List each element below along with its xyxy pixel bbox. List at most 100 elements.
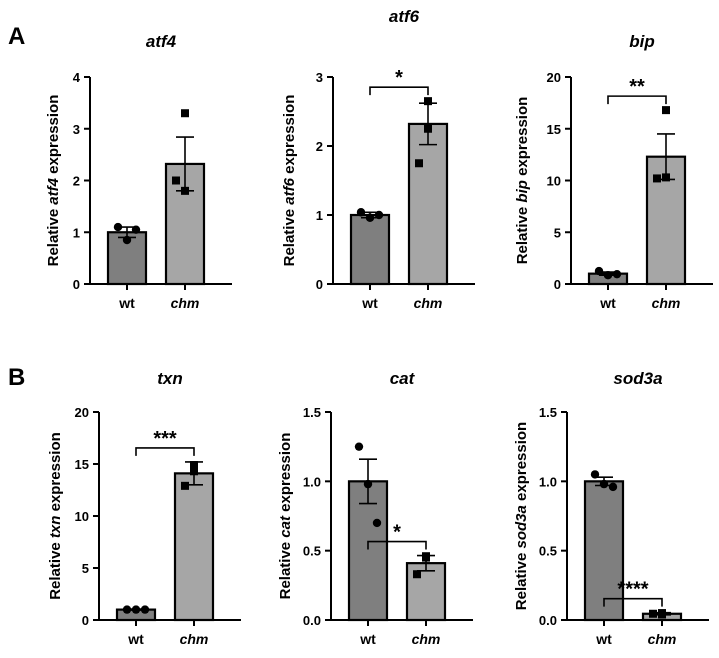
x-tick-label-chm: chm bbox=[412, 631, 441, 647]
data-point-chm bbox=[190, 461, 198, 470]
significance-bracket bbox=[367, 540, 427, 550]
data-point-wt bbox=[131, 605, 141, 614]
data-point-chm bbox=[658, 609, 666, 618]
y-tick-label: 1.5 bbox=[539, 405, 557, 420]
y-tick-label: 3 bbox=[73, 122, 80, 137]
x-tick-label-chm: chm bbox=[652, 295, 681, 311]
data-point-chm bbox=[649, 609, 657, 618]
x-tick-label-wt: wt bbox=[361, 295, 378, 311]
y-axis-label: Relative sod3a expression bbox=[513, 422, 530, 610]
data-point-wt bbox=[122, 235, 132, 245]
x-tick-label-wt: wt bbox=[599, 295, 616, 311]
bar-wt bbox=[349, 213, 391, 286]
data-point-chm bbox=[422, 553, 430, 562]
y-axis-label-suffix: expression bbox=[281, 95, 298, 178]
y-tick-label: 0.5 bbox=[539, 544, 557, 559]
data-point-chm bbox=[662, 106, 670, 115]
x-tick-label-wt: wt bbox=[595, 631, 612, 647]
y-axis-label-suffix: expression bbox=[45, 95, 62, 178]
data-point-wt bbox=[356, 208, 366, 217]
y-tick-label: 3 bbox=[316, 70, 323, 85]
y-tick-label: 1 bbox=[73, 225, 80, 240]
x-tick-label-chm: chm bbox=[414, 295, 443, 311]
y-axis-label-gene: txn bbox=[47, 516, 64, 539]
significance-label: ** bbox=[629, 76, 645, 98]
bar-chm bbox=[173, 472, 215, 622]
x-tick-label-chm: chm bbox=[171, 295, 200, 311]
y-tick-label: 0.5 bbox=[303, 544, 321, 559]
y-axis-label-gene: cat bbox=[277, 515, 294, 538]
data-point-wt bbox=[374, 210, 384, 220]
chart-title: bip bbox=[629, 32, 655, 51]
data-point-chm bbox=[181, 481, 189, 490]
y-tick-label: 1.0 bbox=[303, 474, 321, 489]
data-point-wt bbox=[363, 479, 373, 489]
bar-chm bbox=[407, 122, 449, 286]
y-axis-label: Relative atf4 expression bbox=[45, 95, 62, 267]
y-axis-label-suffix: expression bbox=[277, 433, 294, 516]
x-tick-label-wt: wt bbox=[118, 295, 135, 311]
y-tick-label: 1.0 bbox=[539, 474, 557, 489]
significance-bracket bbox=[369, 86, 429, 96]
y-axis-label-gene: sod3a bbox=[513, 505, 530, 548]
data-point-wt bbox=[594, 266, 604, 276]
bar-wt bbox=[347, 480, 389, 622]
y-axis-label: Relative atf6 expression bbox=[281, 95, 298, 267]
y-axis-label-gene: bip bbox=[514, 180, 531, 203]
data-point-wt bbox=[603, 271, 613, 280]
data-point-wt bbox=[372, 518, 382, 528]
y-axis-label: Relative cat expression bbox=[277, 433, 294, 600]
y-tick-label: 0 bbox=[316, 277, 323, 292]
y-tick-label: 10 bbox=[75, 509, 89, 524]
data-point-chm bbox=[413, 570, 421, 579]
data-point-wt bbox=[131, 225, 141, 234]
data-point-wt bbox=[608, 482, 618, 492]
significance-bracket bbox=[603, 597, 663, 607]
data-point-chm bbox=[424, 124, 432, 133]
panel-label-b: B bbox=[8, 364, 25, 391]
y-axis-label-prefix: Relative bbox=[514, 203, 531, 265]
y-axis-label-prefix: Relative bbox=[513, 549, 530, 611]
x-tick-label-wt: wt bbox=[127, 631, 144, 647]
y-axis-label-gene: atf6 bbox=[281, 177, 298, 204]
data-point-wt bbox=[122, 605, 132, 614]
y-tick-label: 1 bbox=[316, 208, 323, 223]
y-tick-label: 20 bbox=[547, 70, 561, 85]
y-tick-label: 4 bbox=[73, 70, 81, 85]
y-axis-label-suffix: expression bbox=[513, 422, 530, 505]
chart-title: sod3a bbox=[613, 369, 662, 388]
significance-label: * bbox=[395, 67, 403, 89]
panel-label-a: A bbox=[8, 23, 25, 50]
data-point-wt bbox=[354, 442, 364, 451]
y-tick-label: 5 bbox=[82, 561, 89, 576]
data-point-chm bbox=[424, 97, 432, 106]
y-tick-label: 15 bbox=[547, 122, 561, 137]
data-point-chm bbox=[415, 159, 423, 168]
x-tick-label-wt: wt bbox=[359, 631, 376, 647]
y-axis-label: Relative bip expression bbox=[514, 97, 531, 265]
data-point-wt bbox=[140, 605, 150, 614]
y-axis-label-suffix: expression bbox=[514, 97, 531, 180]
data-point-chm bbox=[662, 173, 670, 182]
data-point-wt bbox=[113, 222, 123, 232]
chart-title: atf4 bbox=[146, 32, 177, 51]
data-point-wt bbox=[590, 470, 600, 479]
data-point-chm bbox=[172, 176, 180, 185]
y-axis-label-prefix: Relative bbox=[277, 538, 294, 600]
y-axis-label-prefix: Relative bbox=[47, 538, 64, 600]
significance-label: * bbox=[393, 522, 401, 544]
chart-title: atf6 bbox=[389, 7, 420, 26]
y-tick-label: 0 bbox=[82, 613, 89, 628]
y-tick-label: 10 bbox=[547, 174, 561, 189]
chart-title: cat bbox=[390, 369, 416, 388]
chart-title: txn bbox=[157, 369, 183, 388]
y-tick-label: 1.5 bbox=[303, 405, 321, 420]
y-axis-label-suffix: expression bbox=[47, 432, 64, 515]
significance-bracket bbox=[135, 447, 195, 456]
x-tick-label-chm: chm bbox=[648, 631, 677, 647]
